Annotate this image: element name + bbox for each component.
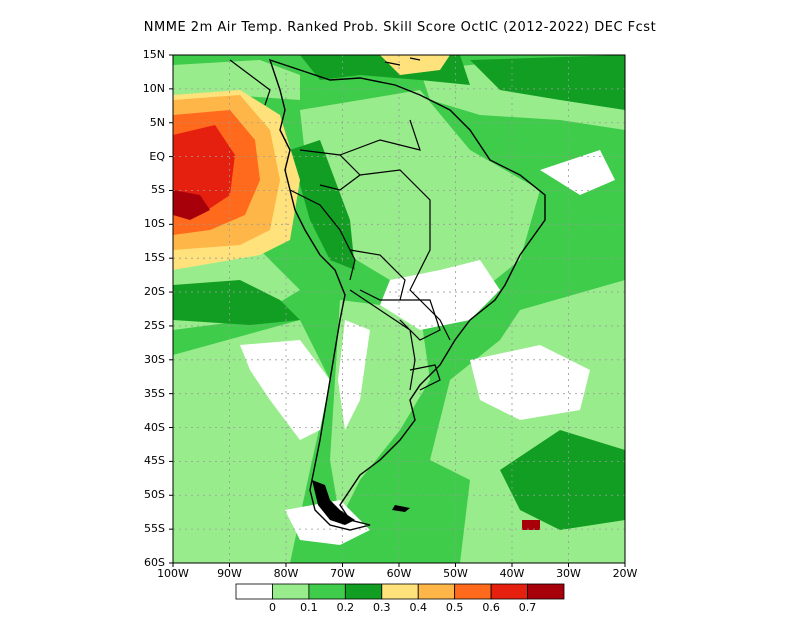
caribbean-islands bbox=[384, 57, 421, 66]
longitude-label: 50W bbox=[443, 567, 468, 580]
white-south-atlantic bbox=[470, 345, 590, 420]
dark-green-south-atlantic bbox=[500, 430, 625, 530]
latitude-label: 5S bbox=[151, 183, 165, 197]
latitude-label: 15S bbox=[144, 251, 165, 265]
colorbar-segment bbox=[490, 583, 528, 600]
paraguay-border bbox=[399, 299, 441, 341]
light-green-amazon bbox=[300, 90, 540, 310]
latitude-label: 50S bbox=[144, 488, 165, 502]
latitude-label: 10S bbox=[144, 217, 165, 231]
latitude-label: 35S bbox=[144, 386, 165, 400]
longitude-label: 20W bbox=[612, 567, 638, 580]
colorbar-tick-label: 0.7 bbox=[518, 601, 537, 614]
latitude-label: 55S bbox=[144, 522, 165, 536]
latitude-label: 25S bbox=[144, 318, 165, 332]
colorbar-segment bbox=[527, 583, 565, 600]
latitude-label: 10N bbox=[142, 81, 165, 95]
central-america-outline bbox=[229, 59, 271, 106]
south-america-coastline bbox=[268, 58, 546, 531]
colorbar-segment bbox=[235, 583, 273, 600]
colorbar-segment bbox=[381, 583, 419, 600]
dark-green-atlantic bbox=[470, 55, 625, 110]
longitude-label: 40W bbox=[499, 567, 525, 580]
argentina-border bbox=[349, 289, 416, 391]
white-pacific bbox=[240, 340, 330, 440]
white-chaco bbox=[380, 260, 500, 330]
colorbar-segment bbox=[272, 583, 310, 600]
red-east-pacific bbox=[173, 125, 235, 215]
tierra-del-fuego bbox=[312, 480, 355, 525]
yellow-caribbean bbox=[380, 55, 450, 75]
map-title: NMME 2m Air Temp. Ranked Prob. Skill Sco… bbox=[143, 20, 657, 35]
longitude-label: 70W bbox=[330, 567, 355, 580]
brazil-border bbox=[359, 169, 451, 341]
colorbar-segment bbox=[417, 583, 456, 600]
colorbar-tick-label: 0.1 bbox=[300, 601, 318, 614]
bolivia-border bbox=[349, 249, 406, 301]
falkland-islands bbox=[392, 505, 410, 512]
dark-red-east-pacific bbox=[173, 190, 210, 220]
dark-red-atlantic-spot bbox=[522, 520, 540, 530]
colorbar-tick-label: 0.6 bbox=[482, 601, 500, 614]
uruguay-border bbox=[409, 364, 441, 391]
latitude-label: EQ bbox=[149, 149, 165, 163]
colorbar-tick-label: 0 bbox=[268, 601, 276, 614]
longitude-label: 30W bbox=[556, 567, 581, 580]
colorbar-tick-label: 0.5 bbox=[445, 601, 464, 614]
longitude-label: 80W bbox=[273, 567, 299, 580]
latitude-label: 40S bbox=[144, 420, 165, 434]
latitude-label: 60S bbox=[144, 556, 165, 569]
colorbar-tick-label: 0.3 bbox=[373, 601, 391, 614]
dark-green-andes bbox=[290, 140, 355, 270]
white-argentina bbox=[338, 320, 370, 430]
longitude-label: 100W bbox=[157, 567, 189, 580]
venezuela-border bbox=[339, 119, 421, 156]
longitude-label: 60W bbox=[386, 567, 412, 580]
dark-green-pacific-band bbox=[173, 280, 300, 325]
longitude-label: 90W bbox=[217, 567, 242, 580]
colorbar-tick-label: 0.2 bbox=[336, 601, 355, 614]
colorbar-segment bbox=[308, 583, 346, 600]
peru-border bbox=[289, 189, 356, 281]
white-tropical-atlantic bbox=[540, 150, 615, 195]
latitude-label: 20S bbox=[144, 285, 165, 299]
colorbar-segment bbox=[454, 583, 492, 600]
latitude-label: 5N bbox=[149, 115, 165, 129]
colorbar-tick-label: 0.4 bbox=[409, 601, 427, 614]
latitude-label: 45S bbox=[144, 454, 165, 468]
latitude-label: 15N bbox=[142, 48, 165, 61]
colorbar bbox=[235, 583, 565, 600]
latitude-label: 30S bbox=[144, 352, 165, 366]
colorbar-segment bbox=[344, 583, 383, 600]
